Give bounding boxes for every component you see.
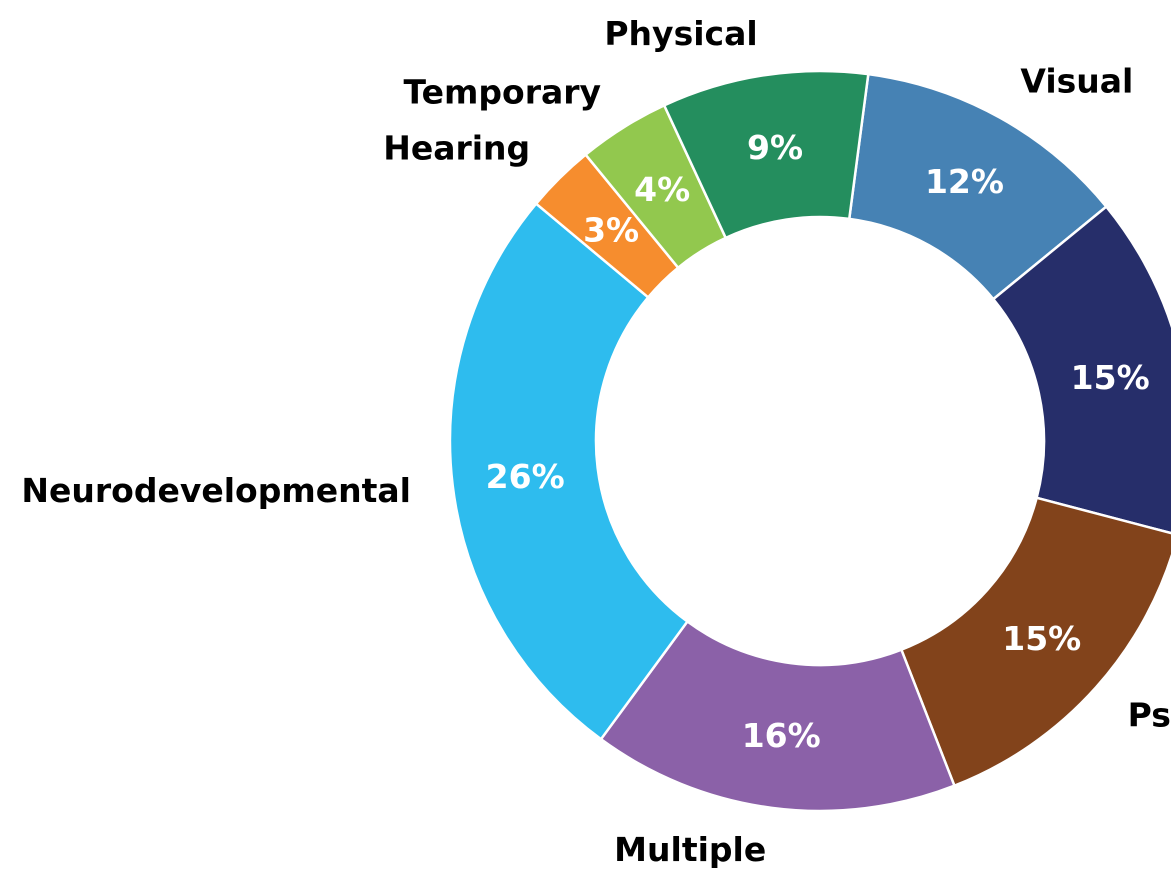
slice-psychiatric-2 [900,496,1171,787]
category-label-0: Visual [1020,62,1133,101]
percent-label-0: 12% [925,162,1004,201]
percent-label-1: 15% [1071,358,1150,397]
percent-label-2: 15% [1002,619,1081,658]
category-label-6: Temporary [404,72,602,111]
slices-group [448,69,1171,813]
category-label-2: Psychiatric [1128,696,1171,735]
percent-label-6: 4% [634,170,690,209]
percent-label-7: 9% [747,128,803,167]
percent-labels-group: 12% 15% 15% 16% 26% 3%4% 9% [486,128,1150,755]
category-label-7: Physical [604,14,757,53]
category-label-4: Neurodevelopmental [21,471,411,510]
slice-neurodevelopmental-4 [448,202,689,741]
category-label-5: Hearing [383,129,530,168]
slice-physical-7 [662,69,870,240]
percent-label-3: 16% [742,716,821,755]
percent-label-5: 3% [583,210,639,249]
category-label-3: Multiple [614,830,766,869]
category-labels-group: VisualPsychiatricPsychiatricMultipleNeur… [21,14,1171,869]
slice-multiple-3 [599,620,956,813]
percent-label-4: 26% [486,457,565,496]
slice-psychiatric-1 [992,205,1171,535]
